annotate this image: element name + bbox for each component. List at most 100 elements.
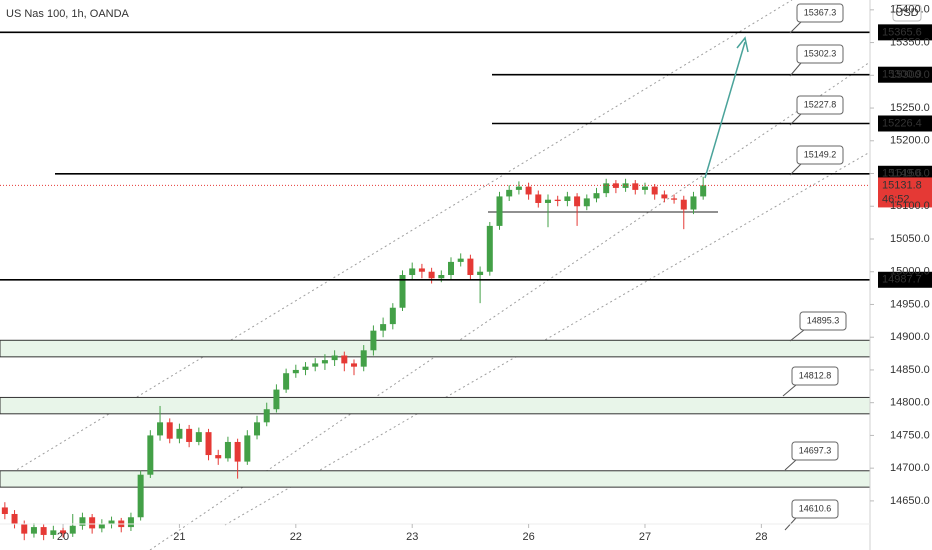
level-label: 15149.6 bbox=[882, 168, 922, 180]
candle-body bbox=[312, 363, 319, 367]
candle-body bbox=[622, 183, 629, 188]
candle-body bbox=[11, 513, 18, 524]
currency-box[interactable] bbox=[892, 4, 922, 22]
y-tick-label: 15250.0 bbox=[890, 102, 930, 114]
candle-body bbox=[254, 422, 261, 436]
candle-body bbox=[690, 196, 697, 210]
candle-body bbox=[700, 185, 707, 197]
candle-body bbox=[89, 517, 96, 529]
candle-body bbox=[671, 198, 678, 200]
candle-body bbox=[1, 507, 8, 514]
callout-box bbox=[791, 366, 839, 386]
callout-box bbox=[791, 441, 839, 461]
y-tick-label: 15400.0 bbox=[890, 4, 930, 16]
zone bbox=[0, 396, 871, 415]
candle-body bbox=[583, 198, 590, 207]
y-tick-label: 14650.0 bbox=[890, 495, 930, 507]
candle-body bbox=[477, 271, 484, 275]
candle-body bbox=[467, 258, 474, 275]
chart-title: US Nas 100, 1h, OANDA bbox=[6, 8, 130, 20]
candle-body bbox=[321, 360, 328, 364]
candle-body bbox=[506, 189, 513, 197]
candle-body bbox=[418, 268, 425, 272]
candle-body bbox=[535, 194, 542, 203]
level-label: 14987.7 bbox=[882, 274, 922, 286]
candle-body bbox=[661, 194, 668, 199]
candle-body bbox=[224, 441, 231, 459]
candle-body bbox=[641, 186, 648, 190]
countdown: 46:52 bbox=[882, 193, 910, 205]
candle-body bbox=[496, 196, 503, 226]
candle-body bbox=[98, 523, 105, 529]
callout-label: 14610.6 bbox=[799, 503, 832, 513]
candle-body bbox=[166, 422, 173, 439]
candle-body bbox=[157, 422, 164, 436]
candle-body bbox=[108, 520, 115, 524]
candle-body bbox=[69, 525, 76, 534]
level-label: 15300.9 bbox=[882, 69, 922, 81]
callout-label: 14697.3 bbox=[799, 445, 832, 455]
candle-body bbox=[593, 193, 600, 199]
channel bbox=[0, 0, 871, 550]
callout-box bbox=[796, 145, 844, 165]
candle-body bbox=[380, 324, 387, 331]
currency[interactable]: USD bbox=[895, 7, 918, 19]
y-tick-label: 15200.0 bbox=[890, 135, 930, 147]
candle-body bbox=[428, 271, 435, 279]
level-label-box bbox=[878, 24, 932, 41]
candle-body bbox=[525, 186, 532, 195]
y-tick-label: 15350.0 bbox=[890, 36, 930, 48]
candle-body bbox=[79, 517, 86, 526]
candle-body bbox=[215, 455, 222, 459]
callout-box bbox=[796, 95, 844, 115]
callout-box bbox=[796, 44, 844, 64]
y-tick-label: 14700.0 bbox=[890, 462, 930, 474]
y-tick-label: 14850.0 bbox=[890, 364, 930, 376]
candle-body bbox=[448, 261, 455, 275]
y-tick-label: 14900.0 bbox=[890, 331, 930, 343]
candle-body bbox=[554, 199, 561, 202]
level-label: 15226.4 bbox=[882, 117, 922, 129]
candle-body bbox=[680, 199, 687, 210]
zone bbox=[0, 470, 871, 488]
y-tick-label: 15000.0 bbox=[890, 266, 930, 278]
candle-body bbox=[292, 369, 299, 374]
callout-pointer bbox=[789, 329, 805, 342]
candle-body bbox=[302, 366, 309, 370]
candle-body bbox=[40, 527, 47, 535]
y-tick-label: 15300.0 bbox=[890, 69, 930, 81]
candle-body bbox=[283, 373, 290, 390]
candle-body bbox=[651, 186, 658, 195]
candle-body bbox=[486, 225, 493, 272]
candle-body bbox=[331, 355, 338, 361]
x-tick-label: 21 bbox=[173, 531, 185, 543]
candle-body bbox=[234, 441, 241, 462]
candle-body bbox=[632, 183, 639, 190]
callout-label: 14812.8 bbox=[799, 370, 832, 380]
candle-body bbox=[21, 523, 28, 534]
callout-pointer bbox=[789, 62, 802, 77]
candle-body bbox=[574, 196, 581, 207]
y-tick-label: 15050.0 bbox=[890, 233, 930, 245]
candle-body bbox=[195, 432, 202, 442]
candle-body bbox=[564, 196, 571, 202]
candle-body bbox=[127, 517, 134, 528]
callout-pointer bbox=[789, 163, 802, 176]
y-tick-label: 15150.0 bbox=[890, 167, 930, 179]
channel-upper bbox=[0, 0, 793, 481]
candle-body bbox=[50, 530, 57, 535]
x-tick-label: 27 bbox=[639, 531, 651, 543]
callout-pointer bbox=[789, 113, 802, 126]
level-label-box bbox=[878, 115, 932, 132]
callout-label: 15227.8 bbox=[804, 99, 837, 109]
candle-body bbox=[30, 527, 37, 534]
last-price-box bbox=[878, 177, 932, 208]
level-label: 15365.6 bbox=[882, 26, 922, 38]
x-tick-label: 20 bbox=[57, 531, 69, 543]
candle-body bbox=[244, 435, 251, 462]
level-label-box bbox=[878, 66, 932, 83]
candle-body bbox=[186, 428, 193, 442]
y-tick-label: 14800.0 bbox=[890, 397, 930, 409]
candle-body bbox=[351, 363, 358, 367]
candle-body bbox=[603, 183, 610, 194]
